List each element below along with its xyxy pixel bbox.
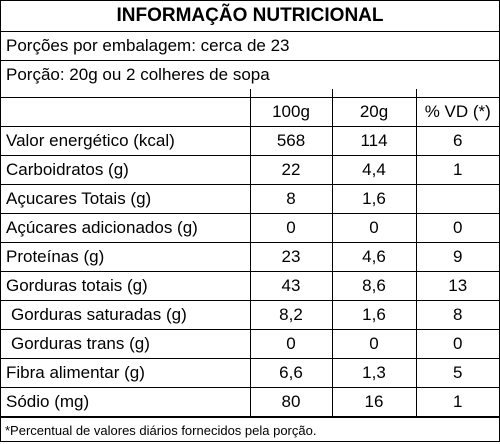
table-row: Valor energético (kcal) 568 114 6 (1, 126, 499, 156)
value-100g: 8 (249, 184, 333, 214)
value-serving: 0 (331, 213, 417, 243)
footnote: *Percentual de valores diários fornecido… (1, 417, 499, 444)
value-serving: 4,4 (331, 155, 417, 185)
value-100g: 23 (249, 242, 333, 272)
value-daily: 1 (415, 155, 499, 185)
nutrient-name: Fibra alimentar (g) (1, 358, 251, 388)
value-serving: 0 (331, 329, 417, 359)
value-serving: 8,6 (331, 271, 417, 301)
header-serving: 20g (331, 97, 417, 127)
value-daily: 1 (415, 387, 499, 417)
value-serving: 1,6 (331, 300, 417, 330)
table-row: Carboidratos (g) 22 4,4 1 (1, 155, 499, 185)
value-serving: 1,3 (331, 358, 417, 388)
value-serving: 16 (331, 387, 417, 417)
header-daily-value: % VD (*) (415, 97, 499, 127)
nutrient-name: Carboidratos (g) (1, 155, 251, 185)
value-daily: 13 (415, 271, 499, 301)
value-daily: 0 (415, 329, 499, 359)
table-row: Açucares Totais (g) 8 1,6 (1, 184, 499, 214)
value-100g: 0 (249, 213, 333, 243)
value-100g: 43 (249, 271, 333, 301)
table-row: Gorduras trans (g) 0 0 0 (1, 329, 499, 359)
table-row: Açúcares adicionados (g) 0 0 0 (1, 213, 499, 243)
nutrient-name: Gorduras totais (g) (1, 271, 251, 301)
value-daily: 6 (415, 126, 499, 156)
value-100g: 6,6 (249, 358, 333, 388)
nutrient-name: Proteínas (g) (1, 242, 251, 272)
servings-per-package: Porções por embalagem: cerca de 23 (1, 32, 499, 61)
table-row: Fibra alimentar (g) 6,6 1,3 5 (1, 358, 499, 388)
value-daily: 8 (415, 300, 499, 330)
label-title: INFORMAÇÃO NUTRICIONAL (1, 1, 499, 32)
table-header-row: 100g 20g % VD (*) (1, 97, 499, 127)
value-daily: 9 (415, 242, 499, 272)
nutrient-name: Açúcares adicionados (g) (1, 213, 251, 243)
header-100g: 100g (249, 97, 333, 127)
nutrient-name: Sódio (mg) (1, 387, 251, 417)
table-row: Sódio (mg) 80 16 1 (1, 387, 499, 417)
value-daily: 0 (415, 213, 499, 243)
nutrient-name: Gorduras trans (g) (1, 329, 251, 359)
value-100g: 8,2 (249, 300, 333, 330)
table-row: Gorduras saturadas (g) 8,2 1,6 8 (1, 300, 499, 330)
value-serving: 1,6 (331, 184, 417, 214)
serving-size: Porção: 20g ou 2 colheres de sopa (6, 65, 270, 84)
nutrient-name: Açucares Totais (g) (1, 184, 251, 214)
header-empty-cell (1, 97, 251, 127)
value-100g: 22 (249, 155, 333, 185)
value-serving: 114 (331, 126, 417, 156)
nutrient-name: Gorduras saturadas (g) (1, 300, 251, 330)
value-100g: 80 (249, 387, 333, 417)
value-serving: 4,6 (331, 242, 417, 272)
nutrient-name: Valor energético (kcal) (1, 126, 251, 156)
value-100g: 568 (249, 126, 333, 156)
table-row: Gorduras totais (g) 43 8,6 13 (1, 271, 499, 301)
value-daily: 5 (415, 358, 499, 388)
value-100g: 0 (249, 329, 333, 359)
value-daily (415, 184, 499, 214)
table-row: Proteínas (g) 23 4,6 9 (1, 242, 499, 272)
nutrition-table: 100g 20g % VD (*) Valor energético (kcal… (1, 89, 499, 417)
table-spacer (1, 89, 499, 98)
